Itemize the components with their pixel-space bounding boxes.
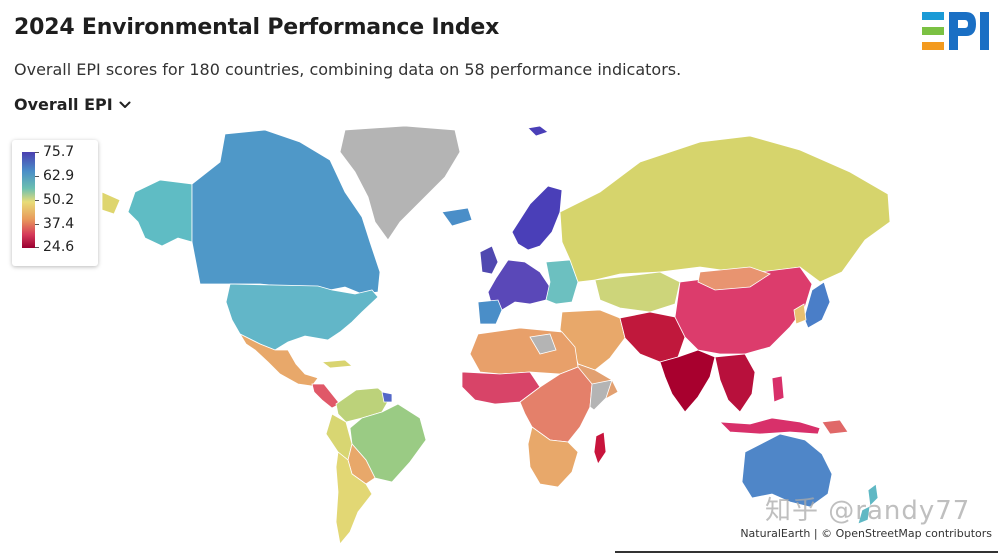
world-map[interactable] — [100, 122, 900, 547]
logo-letter-p — [949, 12, 976, 50]
country-greenland[interactable] — [339, 125, 461, 241]
attribution-divider — [615, 551, 998, 553]
country-korea[interactable] — [793, 303, 807, 325]
logo-letter-i — [980, 12, 989, 50]
country-indonesia[interactable] — [718, 417, 821, 435]
legend-label-max: 75.7 — [43, 144, 75, 160]
legend: 75.7 62.9 50.2 37.4 24.6 — [12, 140, 98, 266]
country-china[interactable] — [674, 266, 813, 355]
country-mexico[interactable] — [238, 333, 319, 387]
country-papua-new-guinea[interactable] — [821, 419, 849, 435]
country-india[interactable] — [659, 349, 716, 413]
country-russia-east-tip[interactable] — [101, 191, 121, 215]
country-western-europe[interactable] — [487, 259, 551, 311]
legend-label-2: 62.9 — [43, 168, 75, 184]
logo-stripe-green — [922, 27, 944, 35]
country-alaska[interactable] — [127, 179, 193, 247]
country-philippines[interactable] — [771, 375, 785, 403]
legend-tick — [35, 176, 39, 177]
country-southeast-asia[interactable] — [714, 353, 756, 413]
country-guianas[interactable] — [381, 391, 393, 403]
country-southern-africa[interactable] — [527, 426, 579, 488]
country-madagascar[interactable] — [593, 431, 607, 465]
country-uk-ireland[interactable] — [479, 245, 499, 275]
country-north-africa[interactable] — [469, 327, 579, 375]
country-australia[interactable] — [741, 433, 833, 508]
legend-label-3: 50.2 — [43, 192, 75, 208]
country-central-africa[interactable] — [519, 366, 593, 443]
country-mongolia[interactable] — [697, 266, 771, 291]
watermark: 知乎 @randy77 — [765, 496, 971, 526]
country-kazakhstan[interactable] — [594, 271, 681, 313]
indicator-dropdown-label: Overall EPI — [14, 95, 113, 114]
country-iceland[interactable] — [441, 207, 473, 227]
country-usa[interactable] — [225, 283, 379, 351]
legend-tick — [35, 247, 39, 248]
country-cuba[interactable] — [320, 359, 353, 369]
country-russia[interactable] — [559, 135, 891, 283]
map-attribution[interactable]: NaturalEarth | © OpenStreetMap contribut… — [740, 527, 992, 540]
country-iberia[interactable] — [477, 299, 503, 325]
page-title: 2024 Environmental Performance Index — [14, 15, 500, 40]
legend-color-scale — [22, 152, 35, 248]
legend-tick — [35, 224, 39, 225]
country-no-data-north-africa[interactable] — [529, 333, 557, 355]
logo-stripe-blue — [922, 12, 944, 20]
page-subtitle: Overall EPI scores for 180 countries, co… — [14, 60, 682, 79]
chevron-down-icon — [119, 101, 131, 108]
logo-stripe-orange — [922, 42, 944, 50]
country-new-zealand[interactable] — [857, 483, 879, 525]
legend-label-min: 24.6 — [43, 239, 75, 255]
epi-logo — [922, 12, 989, 50]
indicator-dropdown[interactable]: Overall EPI — [14, 95, 131, 114]
legend-tick — [35, 152, 39, 153]
legend-tick — [35, 200, 39, 201]
country-horn-of-africa[interactable] — [589, 379, 613, 411]
legend-label-4: 37.4 — [43, 216, 75, 232]
country-iran-pakistan[interactable] — [619, 311, 686, 363]
country-argentina-chile[interactable] — [335, 451, 373, 545]
country-svalbard[interactable] — [527, 125, 549, 137]
country-scandinavia[interactable] — [511, 185, 563, 251]
